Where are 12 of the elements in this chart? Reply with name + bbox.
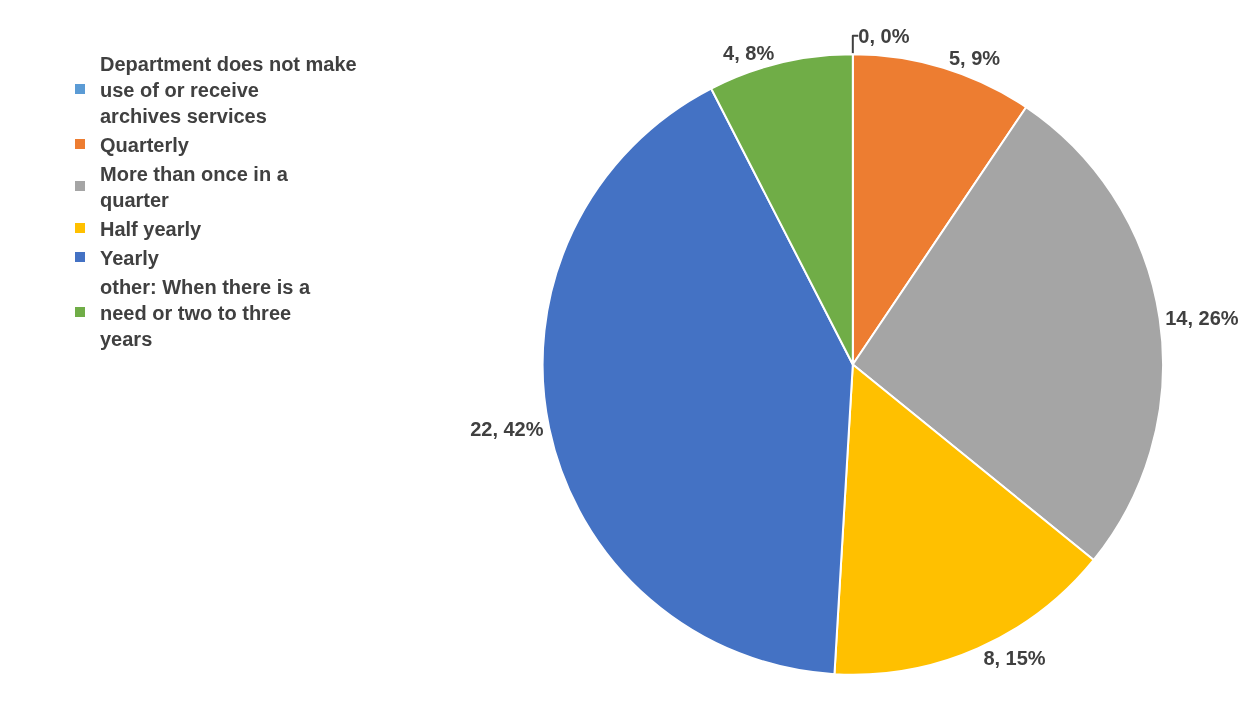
data-label: 14, 26% <box>1165 307 1239 330</box>
data-label: 5, 9% <box>948 46 1001 69</box>
text: 0, 0% <box>858 24 910 47</box>
data-label: 4, 8% <box>723 41 775 64</box>
legend-label: Half yearly <box>100 217 203 240</box>
data-label: 8, 15% <box>983 646 1046 669</box>
legend-label: Yearly <box>100 246 160 269</box>
legend-label: other: When there is a need or two to three years <box>100 275 311 350</box>
legend-label: Quarterly <box>100 133 190 156</box>
legend-label: Department does not make use of or receive archives services <box>100 52 357 127</box>
legend-label: More than once in a quarter <box>100 162 289 211</box>
data-label: 22, 42% <box>470 417 544 440</box>
